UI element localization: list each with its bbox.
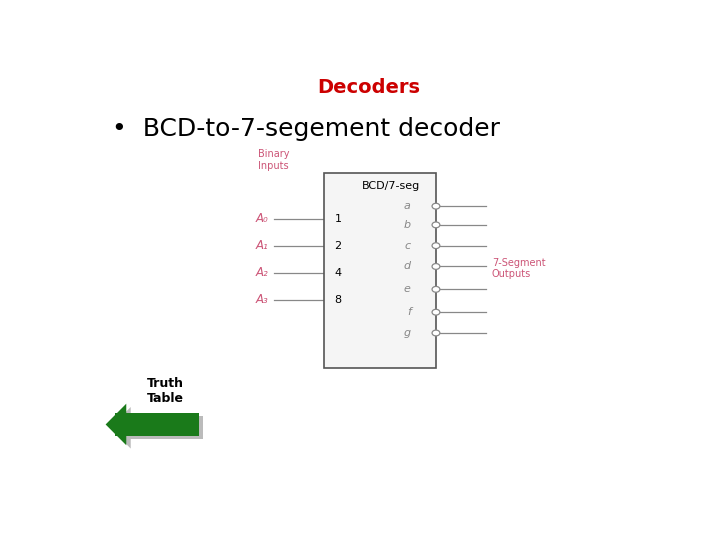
Text: A₂: A₂	[256, 266, 269, 279]
Polygon shape	[110, 407, 131, 449]
Text: b: b	[404, 220, 411, 230]
Circle shape	[432, 264, 440, 269]
Circle shape	[432, 203, 440, 209]
Text: 7-Segment
Outputs: 7-Segment Outputs	[492, 258, 545, 279]
Circle shape	[432, 330, 440, 336]
Text: Binary
Inputs: Binary Inputs	[258, 149, 290, 171]
Text: a: a	[404, 201, 411, 211]
Text: •  BCD-to-7-segement decoder: • BCD-to-7-segement decoder	[112, 117, 500, 141]
Text: 8: 8	[334, 295, 341, 305]
Polygon shape	[120, 416, 203, 440]
Circle shape	[432, 222, 440, 228]
Text: A₀: A₀	[256, 212, 269, 225]
Text: e: e	[404, 285, 411, 294]
Text: 2: 2	[334, 241, 341, 251]
Text: d: d	[404, 261, 411, 272]
Circle shape	[432, 243, 440, 248]
Text: f: f	[407, 307, 411, 317]
Circle shape	[432, 309, 440, 315]
Text: A₁: A₁	[256, 239, 269, 252]
Text: Decoders: Decoders	[318, 78, 420, 97]
Polygon shape	[106, 404, 126, 446]
Text: c: c	[405, 241, 411, 251]
Text: 1: 1	[334, 214, 341, 224]
Text: Truth
Table: Truth Table	[147, 377, 184, 405]
Text: g: g	[404, 328, 411, 338]
Circle shape	[432, 286, 440, 292]
Text: BCD/7-seg: BCD/7-seg	[362, 181, 420, 191]
Text: 4: 4	[334, 268, 341, 278]
Text: A₃: A₃	[256, 293, 269, 306]
Polygon shape	[115, 413, 199, 436]
FancyBboxPatch shape	[324, 173, 436, 368]
